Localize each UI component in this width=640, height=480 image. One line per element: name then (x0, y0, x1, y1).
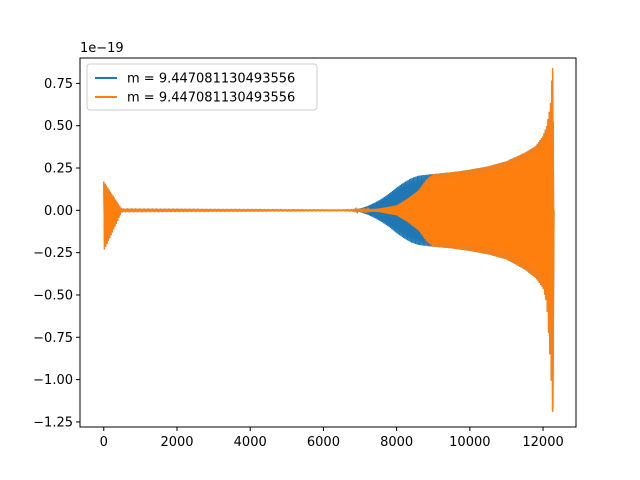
y-tick-label: −1.00 (33, 373, 73, 388)
x-tick-label: 2000 (160, 435, 193, 450)
x-tick-label: 0 (100, 435, 108, 450)
plot-series-group (103, 68, 555, 412)
series-line-2 (103, 68, 555, 412)
x-axis: 0 2000 4000 6000 8000 10000 12000 (100, 427, 564, 450)
y-tick-label: 0.75 (44, 77, 73, 92)
legend-label-1: m = 9.447081130493556 (127, 72, 295, 87)
x-tick-label: 10000 (449, 435, 490, 450)
y-offset-label: 1e−19 (80, 41, 124, 56)
axes-frame (79, 57, 577, 428)
y-tick-label: 0.00 (44, 204, 73, 219)
y-tick-label: −0.25 (33, 246, 73, 261)
legend-label-2: m = 9.447081130493556 (127, 91, 295, 106)
x-tick-label: 8000 (380, 435, 413, 450)
legend: m = 9.447081130493556 m = 9.4470811304935… (86, 63, 318, 111)
y-tick-label: −0.75 (33, 331, 73, 346)
y-tick-label: −0.50 (33, 288, 73, 303)
x-tick-label: 12000 (522, 435, 563, 450)
y-axis: 0.75 0.50 0.25 0.00 −0.25 −0.50 −0.75 −1.00 −1.2… (33, 77, 80, 430)
x-tick-label: 6000 (307, 435, 340, 450)
legend-box (86, 63, 318, 111)
y-tick-label: 0.50 (44, 119, 73, 134)
y-tick-label: 0.25 (44, 162, 73, 177)
x-tick-label: 4000 (234, 435, 267, 450)
y-tick-label: −1.25 (33, 415, 73, 430)
